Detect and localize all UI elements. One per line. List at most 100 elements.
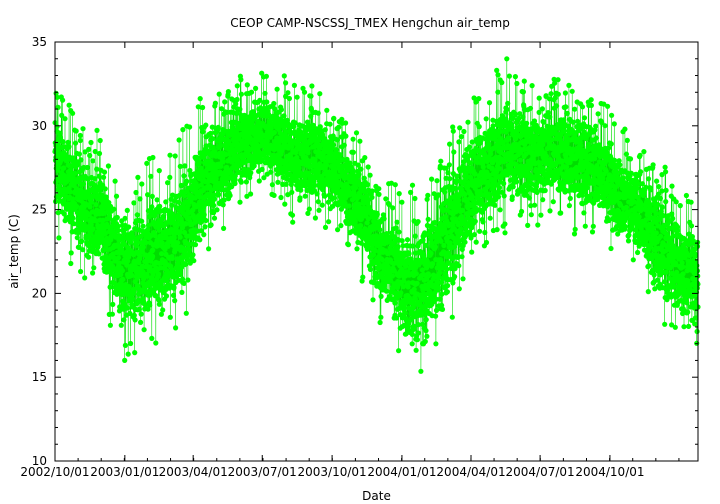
- data-point: [392, 182, 398, 188]
- data-point: [97, 137, 103, 144]
- data-point: [432, 244, 438, 250]
- data-point: [406, 250, 412, 257]
- data-point: [382, 282, 388, 288]
- data-point: [622, 224, 629, 230]
- data-point: [646, 263, 652, 269]
- data-point: [584, 185, 591, 191]
- data-point: [357, 138, 363, 144]
- data-point: [122, 342, 128, 348]
- data-point: [90, 226, 96, 232]
- data-point: [263, 73, 269, 79]
- data-point: [564, 164, 570, 170]
- data-point: [266, 150, 272, 156]
- data-point: [88, 231, 94, 237]
- data-point: [655, 191, 662, 197]
- data-point: [411, 323, 417, 329]
- data-point: [512, 111, 519, 118]
- data-point: [434, 178, 440, 184]
- data-point: [508, 167, 515, 173]
- data-point: [315, 169, 321, 175]
- data-point: [392, 300, 398, 306]
- data-point: [248, 191, 254, 197]
- data-point: [586, 141, 592, 147]
- data-point: [463, 175, 469, 181]
- data-point: [163, 293, 170, 299]
- data-point: [588, 102, 595, 108]
- data-point: [237, 199, 243, 205]
- data-point: [153, 340, 159, 346]
- data-point: [80, 181, 87, 187]
- data-point: [572, 131, 578, 137]
- data-point: [185, 185, 191, 191]
- data-point: [628, 170, 634, 176]
- data-point: [177, 234, 183, 240]
- data-point: [400, 284, 406, 290]
- data-point: [494, 67, 500, 73]
- data-point: [217, 143, 223, 149]
- data-point: [438, 279, 445, 285]
- data-point: [70, 215, 76, 221]
- data-point: [458, 226, 464, 232]
- data-point: [477, 188, 483, 194]
- data-point: [552, 95, 558, 101]
- data-point: [115, 227, 121, 234]
- data-point: [94, 127, 100, 133]
- data-point: [410, 243, 416, 249]
- data-point: [654, 178, 660, 184]
- data-point: [410, 304, 416, 310]
- data-point: [349, 197, 356, 203]
- data-point: [78, 268, 84, 275]
- data-point: [180, 127, 186, 133]
- data-point: [234, 96, 240, 103]
- data-point: [432, 220, 438, 226]
- data-point: [418, 368, 424, 374]
- data-point: [374, 211, 380, 218]
- data-point: [626, 232, 632, 238]
- data-point: [582, 189, 588, 195]
- data-point: [543, 93, 549, 99]
- data-point: [116, 260, 122, 266]
- data-point: [77, 137, 83, 144]
- data-point: [250, 109, 256, 115]
- data-point: [343, 120, 349, 126]
- data-point: [389, 230, 395, 236]
- data-point: [423, 317, 429, 323]
- data-point: [105, 163, 111, 169]
- data-point: [659, 204, 665, 210]
- data-point: [402, 305, 408, 311]
- data-point: [579, 104, 586, 110]
- data-point: [372, 270, 378, 276]
- data-point: [136, 306, 142, 312]
- data-point: [150, 154, 156, 161]
- data-point: [145, 226, 151, 233]
- data-point: [401, 278, 407, 284]
- data-point: [635, 249, 641, 256]
- data-point: [183, 310, 189, 316]
- data-point: [449, 314, 455, 320]
- data-point: [272, 106, 278, 112]
- data-point: [211, 192, 217, 198]
- data-point: [192, 242, 199, 248]
- data-point: [396, 191, 402, 197]
- data-point: [238, 179, 244, 185]
- data-point: [616, 158, 622, 164]
- data-point: [360, 274, 366, 280]
- data-point: [259, 166, 265, 172]
- data-point: [564, 141, 570, 147]
- data-point: [501, 159, 507, 165]
- data-point: [433, 313, 439, 319]
- data-point: [555, 77, 561, 83]
- data-point: [358, 223, 364, 229]
- data-point: [308, 93, 314, 99]
- data-point: [590, 223, 596, 229]
- data-point: [120, 276, 126, 282]
- data-point: [133, 189, 139, 196]
- data-point: [466, 181, 472, 188]
- data-point: [378, 293, 384, 299]
- data-point: [648, 187, 654, 193]
- data-point: [519, 120, 526, 126]
- data-point: [290, 219, 296, 225]
- data-point: [524, 188, 530, 194]
- data-point: [500, 140, 506, 146]
- data-point: [539, 106, 546, 112]
